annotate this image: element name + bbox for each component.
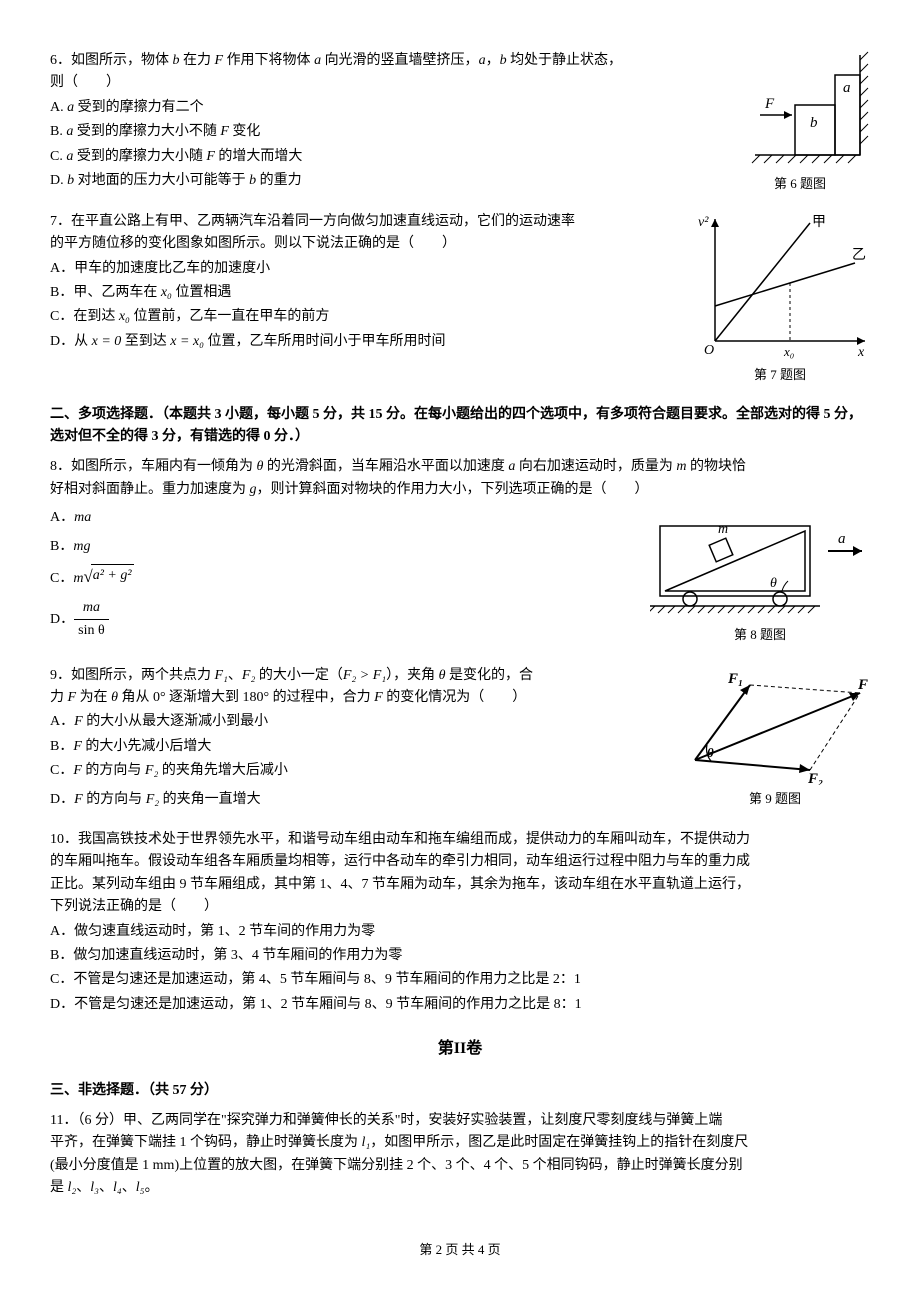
svg-text:O: O [704, 343, 714, 358]
q8-caption: 第 8 题图 [650, 625, 870, 646]
q7-caption: 第 7 题图 [690, 365, 870, 386]
svg-text:x₀: x₀ [783, 344, 794, 359]
svg-text:a: a [838, 531, 846, 547]
q6-option-d: D. b 对地面的压力大小可能等于 b 的重力 [50, 170, 720, 192]
q10-option-d: D．不管是匀速还是加速运动，第 1、2 节车厢间与 8、9 节车厢间的作用力之比… [50, 994, 870, 1016]
q7-stem-line1: 7．在平直公路上有甲、乙两辆汽车沿着同一方向做匀加速直线运动，它们的运动速率 [50, 211, 680, 233]
q10-stem-line2: 的车厢叫拖车。假设动车组各车厢质量均相等，运行中各动车的牵引力相同，动车组运行过… [50, 851, 870, 873]
q8-stem-line2: 好相对斜面静止。重力加速度为 g，则计算斜面对物块的作用力大小，下列选项正确的是… [50, 479, 870, 501]
q9-text: 9．如图所示，两个共点力 F₁、F₂ 的大小一定（F₂ > F₁），夹角 θ 是… [50, 665, 670, 813]
q6-caption: 第 6 题图 [730, 174, 870, 195]
q9-option-d: D．F 的方向与 F₂ 的夹角一直增大 [50, 789, 670, 811]
q6-option-b: B. a 受到的摩擦力大小不随 F 变化 [50, 121, 720, 143]
q11-line4: 是 l₂、l₃、l₄、l₅。 [50, 1177, 870, 1199]
svg-text:a: a [843, 80, 851, 96]
q6-option-c: C. a 受到的摩擦力大小随 F 的增大而增大 [50, 146, 720, 168]
svg-text:θ: θ [770, 576, 777, 591]
svg-text:乙: 乙 [852, 247, 866, 263]
question-9: 9．如图所示，两个共点力 F₁、F₂ 的大小一定（F₂ > F₁），夹角 θ 是… [50, 665, 870, 813]
q6-stem-line2: 则（ ） [50, 72, 720, 94]
q10-option-a: A．做匀速直线运动时，第 1、2 节车间的作用力为零 [50, 921, 870, 943]
q6-stem: 6．如图所示，物体 b 在力 F 作用下将物体 a 向光滑的竖直墙壁挤压，a，b… [50, 50, 720, 72]
svg-text:θ: θ [707, 745, 714, 760]
q10-option-b: B．做匀加速直线运动时，第 3、4 节车厢间的作用力为零 [50, 945, 870, 967]
q9-caption: 第 9 题图 [680, 789, 870, 810]
q8-figure: m θ a [650, 501, 870, 648]
question-6: 6．如图所示，物体 b 在力 F 作用下将物体 a 向光滑的竖直墙壁挤压，a，b… [50, 50, 870, 195]
q10-option-c: C．不管是匀速还是加速运动，第 4、5 节车厢间与 8、9 节车厢间的作用力之比… [50, 969, 870, 991]
q10-stem-line1: 10．我国高铁技术处于世界领先水平，和谐号动车组由动车和拖车编组而成，提供动力的… [50, 829, 870, 851]
paper-section-2: 第II卷 [50, 1036, 870, 1062]
svg-text:x: x [857, 345, 865, 360]
q6-figure: F b a 第 6 题图 [730, 50, 870, 195]
q11-line2: 平齐，在弹簧下端挂 1 个钩码，静止时弹簧长度为 l₁，如图甲所示，图乙是此时固… [50, 1132, 870, 1154]
svg-text:m: m [718, 522, 728, 537]
svg-text:F: F [857, 677, 868, 693]
q11-line3: (最小分度值是 1 mm)上位置的放大图，在弹簧下端分别挂 2 个、3 个、4 … [50, 1155, 870, 1177]
q11-line1: 11．（6 分）甲、乙两同学在"探究弹力和弹簧伸长的关系"时，安装好实验装置，让… [50, 1110, 870, 1132]
q7-option-d: D．从 x = 0 至到达 x = x₀ 位置，乙车所用时间小于甲车所用时间 [50, 331, 680, 353]
svg-text:F₂: F₂ [807, 771, 823, 785]
q8-options: A．ma B．mg C．m√a² + g² D．masin θ [50, 501, 640, 648]
svg-text:F₁: F₁ [727, 671, 743, 687]
section-2-header: 二、多项选择题．（本题共 3 小题，每小题 5 分，共 15 分。在每小题给出的… [50, 404, 870, 449]
q7-option-c: C．在到达 x₀ 位置前，乙车一直在甲车的前方 [50, 306, 680, 328]
q8-option-a: A．ma [50, 507, 640, 529]
question-8: 8．如图所示，车厢内有一倾角为 θ 的光滑斜面，当车厢沿水平面以加速度 a 向右… [50, 456, 870, 648]
q9-option-b: B．F 的大小先减小后增大 [50, 736, 670, 758]
q10-stem-line4: 下列说法正确的是（ ） [50, 896, 870, 918]
q8-option-c: C．m√a² + g² [50, 564, 640, 591]
question-11: 11．（6 分）甲、乙两同学在"探究弹力和弹簧伸长的关系"时，安装好实验装置，让… [50, 1110, 870, 1200]
q7-text: 7．在平直公路上有甲、乙两辆汽车沿着同一方向做匀加速直线运动，它们的运动速率 的… [50, 211, 680, 386]
q9-option-a: A．F 的大小从最大逐渐减小到最小 [50, 711, 670, 733]
q6-option-a: A. a 受到的摩擦力有二个 [50, 97, 720, 119]
q9-stem-line2: 力 F 为在 θ 角从 0° 逐渐增大到 180° 的过程中，合力 F 的变化情… [50, 687, 670, 709]
q7-stem-line2: 的平方随位移的变化图象如图所示。则以下说法正确的是（ ） [50, 233, 680, 255]
q9-figure: θ F₁ F₂ F 第 9 题图 [680, 665, 870, 813]
q9-stem-line1: 9．如图所示，两个共点力 F₁、F₂ 的大小一定（F₂ > F₁），夹角 θ 是… [50, 665, 670, 687]
svg-text:F: F [764, 96, 775, 112]
q8-stem: 8．如图所示，车厢内有一倾角为 θ 的光滑斜面，当车厢沿水平面以加速度 a 向右… [50, 456, 870, 478]
q8-option-b: B．mg [50, 536, 640, 558]
q8-option-d: D．masin θ [50, 597, 640, 643]
svg-text:甲: 甲 [812, 215, 826, 230]
svg-text:v²: v² [698, 215, 709, 230]
q6-text: 6．如图所示，物体 b 在力 F 作用下将物体 a 向光滑的竖直墙壁挤压，a，b… [50, 50, 720, 195]
q7-option-a: A．甲车的加速度比乙车的加速度小 [50, 258, 680, 280]
svg-text:b: b [810, 115, 818, 131]
question-10: 10．我国高铁技术处于世界领先水平，和谐号动车组由动车和拖车编组而成，提供动力的… [50, 829, 870, 1016]
q9-option-c: C．F 的方向与 F₂ 的夹角先增大后减小 [50, 760, 670, 782]
section-3-header: 三、非选择题．（共 57 分） [50, 1080, 870, 1102]
page-footer: 第 2 页 共 4 页 [50, 1240, 870, 1261]
question-7: 7．在平直公路上有甲、乙两辆汽车沿着同一方向做匀加速直线运动，它们的运动速率 的… [50, 211, 870, 386]
q10-stem-line3: 正比。某列动车组由 9 节车厢组成，其中第 1、4、7 节车厢为动车，其余为拖车… [50, 874, 870, 896]
q7-option-b: B．甲、乙两车在 x₀ 位置相遇 [50, 282, 680, 304]
q7-figure: v² x O x₀ 甲 乙 第 7 题图 [690, 211, 870, 386]
